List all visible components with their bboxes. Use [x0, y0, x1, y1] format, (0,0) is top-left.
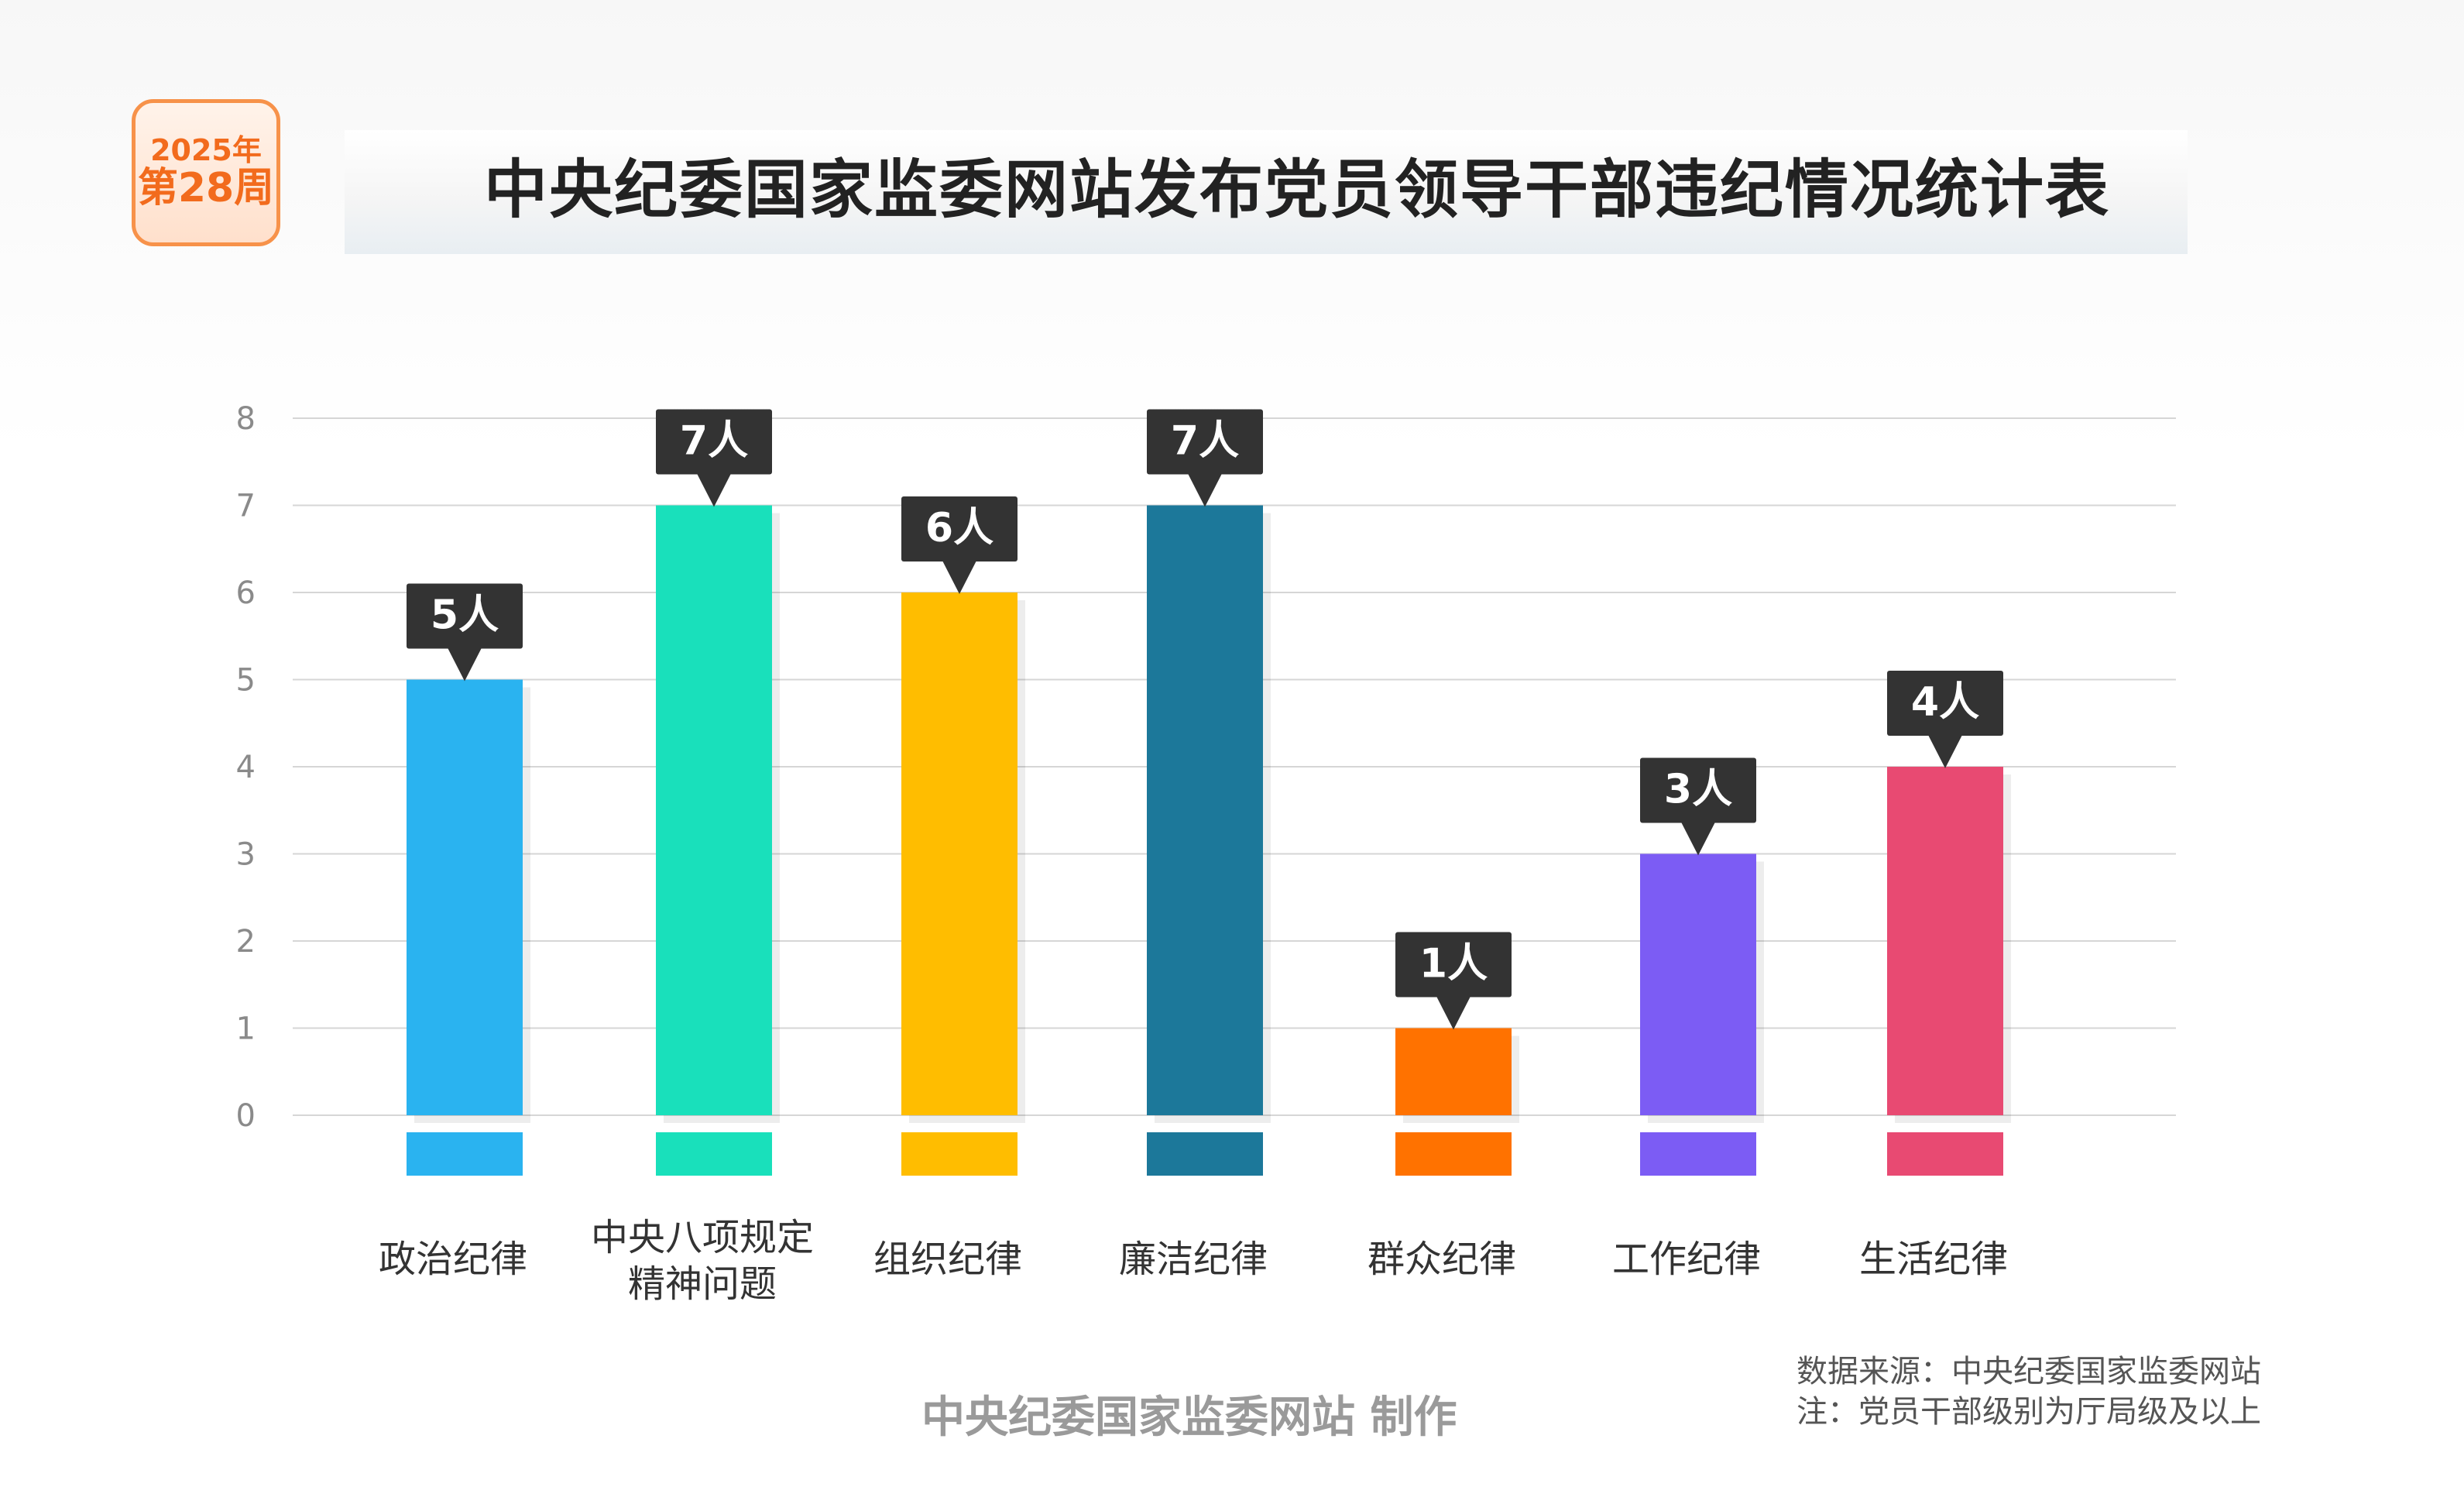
category-label: 工作纪律	[1612, 1238, 1761, 1281]
bar-base	[1640, 1132, 1756, 1176]
category-label: 精神问题	[628, 1262, 777, 1306]
data-label-pointer	[1681, 822, 1715, 856]
badge-week: 第28周	[137, 165, 275, 212]
category-label: 群众纪律	[1368, 1238, 1516, 1281]
bar	[1147, 505, 1263, 1115]
y-tick-label: 7	[236, 489, 256, 524]
category-label: 生活纪律	[1859, 1238, 2008, 1281]
data-label-box	[1147, 409, 1263, 475]
bar	[1640, 853, 1756, 1115]
badge-year: 2025年	[150, 133, 262, 168]
data-label: 1人	[1419, 941, 1488, 987]
data-label: 4人	[1911, 679, 1979, 726]
bar-base	[656, 1132, 772, 1176]
data-label: 5人	[431, 592, 499, 639]
y-tick-label: 1	[236, 1011, 256, 1047]
note-block: 数据来源：中央纪委国家监委网站 注：党员干部级别为厅局级及以上	[1797, 1351, 2261, 1432]
source-note: 数据来源：中央纪委国家监委网站	[1797, 1354, 2261, 1389]
data-label: 6人	[925, 505, 993, 551]
data-label-pointer	[1928, 735, 1962, 768]
y-tick-label: 0	[236, 1098, 256, 1134]
y-tick-label: 6	[236, 575, 256, 611]
data-label-box	[1640, 757, 1756, 823]
data-label-pointer	[1188, 473, 1222, 507]
data-label-box	[1395, 932, 1512, 998]
y-tick-label: 4	[236, 750, 256, 785]
data-label-pointer	[942, 561, 976, 594]
bar	[901, 592, 1018, 1115]
bar-base	[407, 1132, 523, 1176]
bar	[1395, 1028, 1512, 1115]
title-band	[345, 130, 2188, 254]
category-label: 政治纪律	[379, 1238, 527, 1281]
bar-base	[1887, 1132, 2003, 1176]
data-label-pointer	[697, 473, 731, 507]
bar	[407, 679, 523, 1115]
category-label: 组织纪律	[873, 1238, 1022, 1281]
data-label-pointer	[1436, 996, 1471, 1030]
bar-base	[901, 1132, 1018, 1176]
data-label: 7人	[1171, 418, 1239, 465]
category-label: 中央八项规定	[591, 1216, 814, 1259]
bar	[1887, 767, 2003, 1115]
y-tick-label: 5	[236, 663, 256, 699]
data-label-box	[901, 496, 1018, 561]
level-note: 注：党员干部级别为厅局级及以上	[1797, 1394, 2261, 1430]
chart-title: 中央纪委国家监委网站发布党员领导干部违纪情况统计表	[484, 153, 2111, 227]
bar-base	[1147, 1132, 1263, 1176]
week-badge: 2025年 第28周	[132, 99, 280, 246]
data-label-box	[656, 409, 772, 475]
data-label-pointer	[448, 647, 482, 682]
y-tick-label: 3	[236, 837, 256, 873]
producer-credit: 中央纪委国家监委网站 制作	[921, 1393, 1457, 1443]
data-label-box	[407, 583, 523, 649]
y-tick-label: 2	[236, 924, 256, 960]
y-tick-label: 8	[236, 401, 256, 437]
data-label: 3人	[1664, 767, 1732, 813]
bar	[656, 505, 772, 1115]
data-label: 7人	[680, 418, 748, 465]
bar-base	[1395, 1132, 1512, 1176]
category-label: 廉洁纪律	[1119, 1238, 1268, 1281]
data-label-box	[1887, 671, 2003, 736]
